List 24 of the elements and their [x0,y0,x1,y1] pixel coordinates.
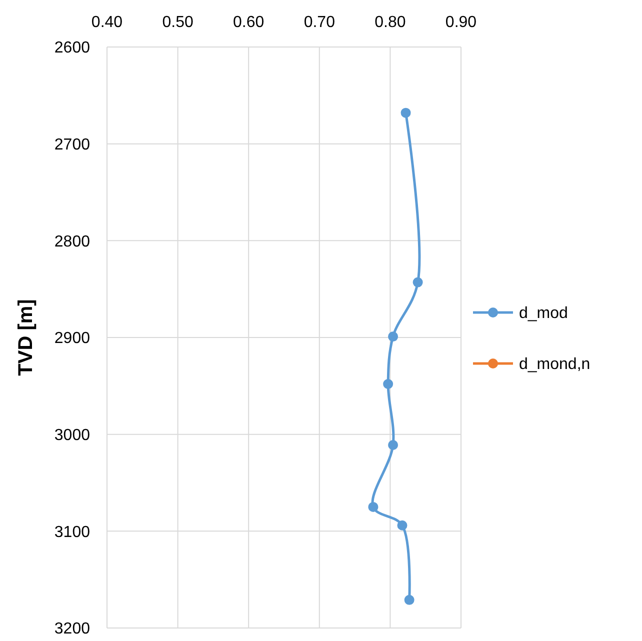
y-tick-label: 3100 [54,524,90,541]
legend-label: d_mod [519,305,568,322]
point [388,440,398,450]
x-tick-label: 0.90 [445,14,477,31]
legend-label: d_mond,n [519,356,590,374]
y-tick-label: 3000 [54,426,90,444]
x-tick-label: 0.80 [374,14,406,31]
point [368,502,378,512]
y-axis-title: TVD [m] [15,299,37,376]
y-tick-label: 2600 [54,40,90,57]
y-tick-label: 2800 [54,233,90,250]
point [383,378,394,389]
x-tick-label: 0.70 [304,14,336,31]
point [404,594,414,605]
point [400,108,411,118]
y-tick-label: 2700 [54,136,90,154]
y-tick-label: 3200 [54,620,90,638]
point [412,277,423,288]
y-tick-label: 2900 [54,330,90,348]
x-tick-label: 0.50 [162,14,194,31]
point [388,332,398,342]
x-tick-label: 0.60 [233,14,264,31]
point [397,520,408,530]
x-tick-label: 0.40 [91,14,123,31]
